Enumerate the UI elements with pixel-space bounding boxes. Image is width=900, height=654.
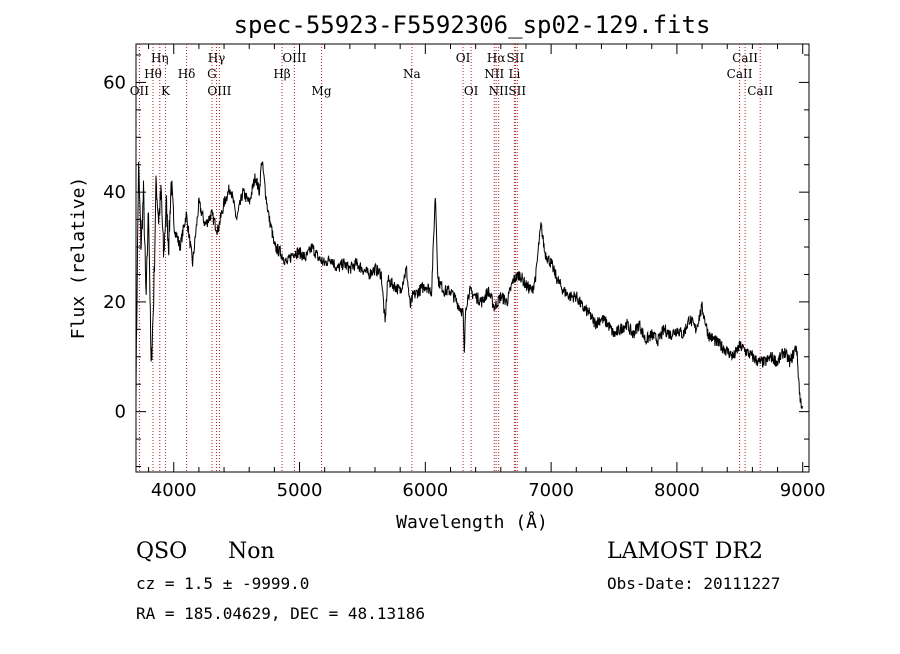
y-tick-label-2: 40	[103, 182, 126, 203]
redshift-value: cz = 1.5 ± -9999.0	[136, 574, 309, 593]
y-tick-label-3: 60	[103, 72, 126, 93]
line-marker-label-11: Na	[403, 67, 421, 81]
line-marker-label-17: Li	[508, 67, 520, 81]
line-marker-label-1: Hθ	[144, 67, 162, 81]
line-marker-label-9: OIII	[282, 51, 306, 65]
line-marker-label-8: Hβ	[273, 67, 290, 81]
x-tick-label-5: 9000	[780, 480, 826, 501]
y-tick-label-0: 0	[115, 402, 126, 423]
line-marker-label-16: NII	[489, 84, 509, 98]
line-marker-label-13: OI	[464, 84, 479, 98]
x-tick-label-0: 4000	[151, 480, 197, 501]
x-tick-label-3: 7000	[528, 480, 574, 501]
axis-ticks: 4000 5000 6000 7000 8000 9000 0 20 40 60	[103, 44, 826, 501]
spectrum-series-line	[135, 161, 803, 409]
line-marker-label-14: NII	[484, 67, 504, 81]
line-marker-label-0: OII	[130, 84, 150, 98]
line-marker-label-19: SII	[508, 84, 526, 98]
line-marker-label-5: G	[207, 67, 217, 81]
y-tick-label-1: 20	[103, 292, 126, 313]
y-axis-label: Flux (relative)	[68, 177, 89, 340]
survey-name: LAMOST DR2	[607, 539, 763, 564]
object-subclass: Non	[228, 539, 275, 564]
plot-frame	[135, 43, 810, 473]
line-marker-label-10: Mg	[312, 84, 332, 98]
line-marker-label-12: OI	[456, 51, 471, 65]
line-marker-label-3: K	[161, 84, 171, 98]
line-marker-label-18: SII	[507, 51, 525, 65]
line-marker-label-15: Hα	[487, 51, 506, 65]
chart-title: spec-55923-F5592306_sp02-129.fits	[234, 11, 711, 39]
observation-date: Obs-Date: 20111227	[607, 574, 780, 593]
x-tick-label-1: 5000	[277, 480, 323, 501]
x-tick-label-4: 8000	[654, 480, 700, 501]
x-axis-label: Wavelength (Å)	[396, 511, 548, 533]
line-marker-label-6: Hγ	[208, 51, 226, 65]
line-marker-label-22: CaII	[747, 84, 773, 98]
line-marker-label-2: Hη	[151, 51, 169, 65]
line-marker-label-7: OIII	[207, 84, 231, 98]
line-marker-label-20: CaII	[727, 67, 753, 81]
line-marker-label-21: CaII	[732, 51, 758, 65]
object-class: QSO	[136, 539, 187, 564]
line-marker-label-4: Hδ	[178, 67, 196, 81]
x-tick-label-2: 6000	[402, 480, 448, 501]
coordinates: RA = 185.04629, DEC = 48.13186	[136, 604, 425, 623]
